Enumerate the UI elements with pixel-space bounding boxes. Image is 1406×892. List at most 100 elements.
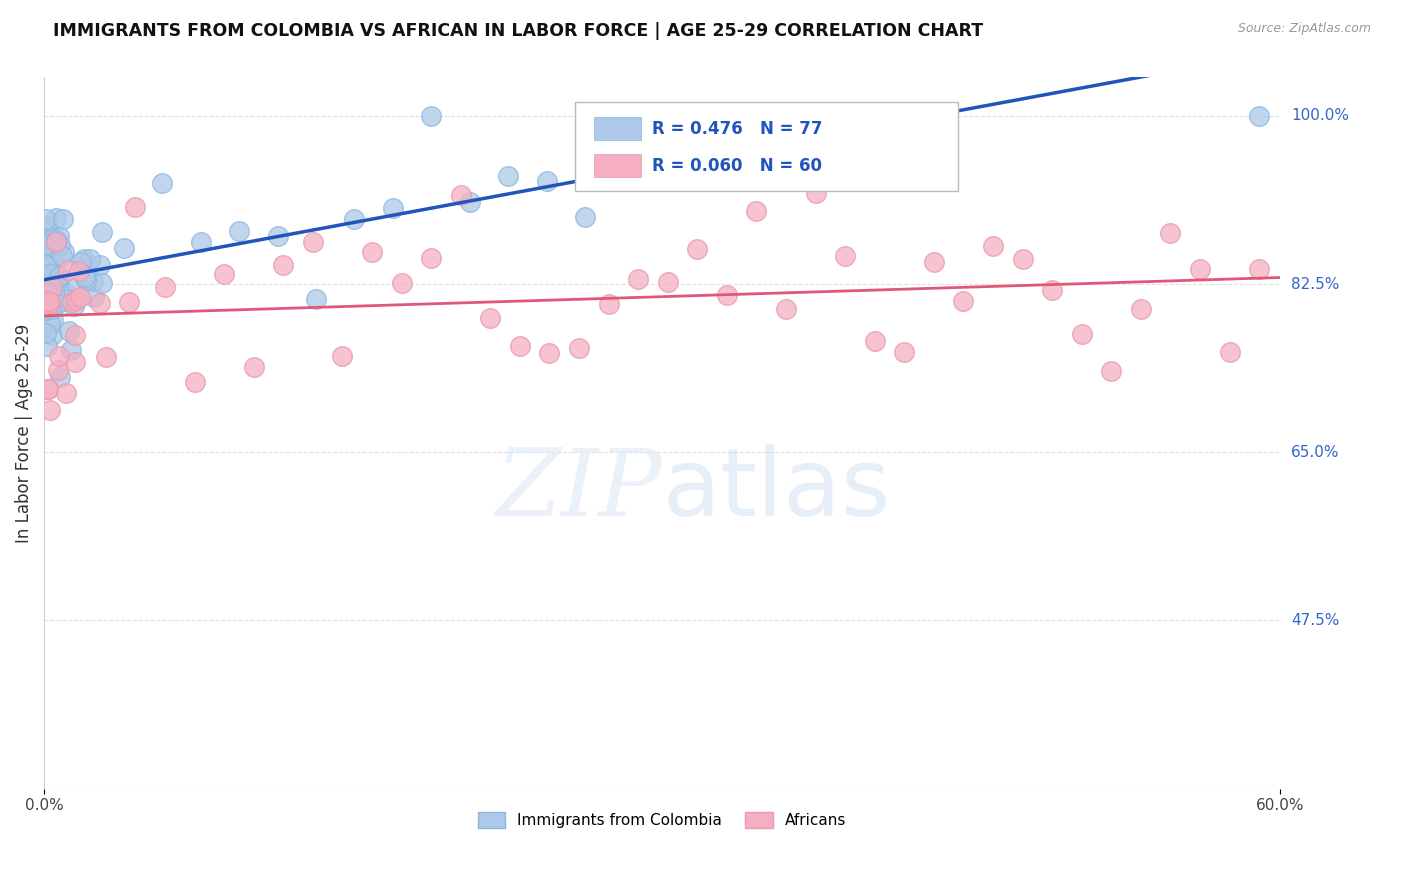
- Text: IMMIGRANTS FROM COLOMBIA VS AFRICAN IN LABOR FORCE | AGE 25-29 CORRELATION CHART: IMMIGRANTS FROM COLOMBIA VS AFRICAN IN L…: [53, 22, 984, 40]
- Point: [48, 228, 70, 243]
- Point: [48, 270, 70, 285]
- Point: [1011, 252, 1033, 267]
- Point: [332, 349, 354, 363]
- Point: [1249, 262, 1271, 277]
- Point: [39, 301, 62, 316]
- Point: [242, 360, 264, 375]
- Point: [183, 375, 205, 389]
- Point: [45, 233, 67, 247]
- Point: [66, 280, 89, 294]
- Text: ZIP: ZIP: [495, 445, 662, 535]
- Point: [804, 186, 827, 200]
- Point: [1159, 226, 1181, 240]
- Point: [83, 290, 105, 304]
- Point: [420, 251, 443, 265]
- Point: [509, 339, 531, 353]
- Point: [35, 232, 58, 246]
- Text: 47.5%: 47.5%: [1291, 613, 1339, 628]
- Point: [598, 297, 620, 311]
- Point: [82, 274, 104, 288]
- Text: Source: ZipAtlas.com: Source: ZipAtlas.com: [1237, 22, 1371, 36]
- Point: [35, 302, 58, 317]
- Point: [1040, 283, 1063, 297]
- Point: [67, 264, 90, 278]
- Point: [458, 195, 481, 210]
- Point: [41, 232, 63, 246]
- Point: [124, 200, 146, 214]
- Point: [75, 270, 97, 285]
- Point: [496, 169, 519, 183]
- Point: [391, 276, 413, 290]
- Point: [37, 283, 59, 297]
- Point: [45, 211, 67, 225]
- Point: [94, 350, 117, 364]
- Point: [35, 260, 58, 274]
- Point: [305, 292, 328, 306]
- Point: [39, 289, 62, 303]
- Point: [48, 350, 70, 364]
- Point: [1099, 364, 1122, 378]
- Point: [112, 241, 135, 255]
- Point: [89, 295, 111, 310]
- Point: [574, 211, 596, 225]
- Point: [37, 300, 59, 314]
- FancyBboxPatch shape: [593, 154, 641, 177]
- Point: [538, 346, 561, 360]
- Point: [46, 296, 69, 310]
- Point: [343, 211, 366, 226]
- Point: [58, 324, 80, 338]
- Point: [1218, 345, 1240, 359]
- Point: [35, 326, 58, 341]
- Point: [45, 235, 67, 249]
- Point: [228, 224, 250, 238]
- Point: [51, 249, 73, 263]
- Point: [45, 277, 67, 291]
- Point: [568, 341, 591, 355]
- Point: [58, 292, 80, 306]
- Point: [38, 293, 60, 308]
- Point: [56, 263, 79, 277]
- Point: [745, 204, 768, 219]
- Point: [39, 279, 62, 293]
- Point: [834, 249, 856, 263]
- Point: [37, 284, 59, 298]
- Point: [44, 256, 66, 270]
- Point: [38, 317, 60, 331]
- Point: [52, 211, 75, 226]
- Point: [48, 295, 70, 310]
- FancyBboxPatch shape: [593, 117, 641, 140]
- Point: [212, 267, 235, 281]
- Point: [89, 258, 111, 272]
- Point: [35, 219, 58, 234]
- Point: [266, 229, 288, 244]
- Point: [1070, 326, 1092, 341]
- Point: [35, 339, 58, 353]
- Point: [922, 254, 945, 268]
- Point: [37, 287, 59, 301]
- Point: [190, 235, 212, 249]
- Point: [48, 238, 70, 252]
- Point: [38, 292, 60, 306]
- Point: [46, 362, 69, 376]
- Point: [39, 296, 62, 310]
- Point: [39, 267, 62, 281]
- Point: [686, 243, 709, 257]
- Point: [90, 276, 112, 290]
- Point: [44, 289, 66, 303]
- Legend: Immigrants from Colombia, Africans: Immigrants from Colombia, Africans: [471, 806, 852, 834]
- Point: [479, 310, 502, 325]
- Point: [657, 275, 679, 289]
- Point: [37, 382, 59, 396]
- Text: R = 0.060   N = 60: R = 0.060 N = 60: [652, 157, 823, 175]
- Point: [37, 382, 59, 396]
- Point: [48, 268, 70, 283]
- Point: [37, 258, 59, 272]
- Point: [863, 334, 886, 348]
- Point: [38, 274, 60, 288]
- Point: [35, 211, 58, 226]
- Point: [651, 121, 673, 136]
- Point: [55, 386, 77, 401]
- Point: [42, 290, 65, 304]
- Point: [420, 109, 443, 123]
- Point: [893, 345, 915, 359]
